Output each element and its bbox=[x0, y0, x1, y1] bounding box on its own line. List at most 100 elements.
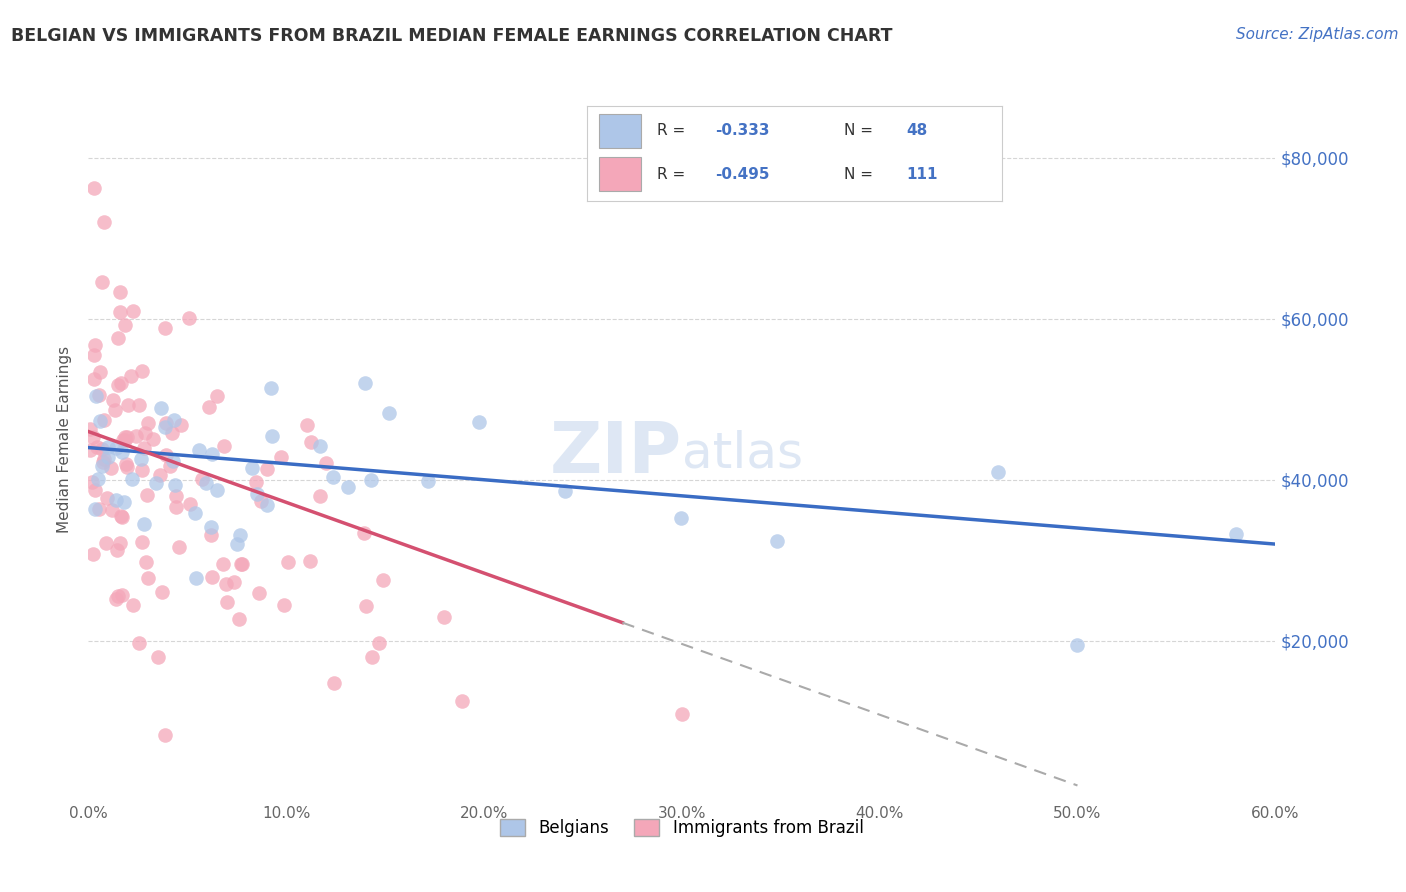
Point bbox=[987, 465, 1010, 479]
Point bbox=[299, 435, 322, 450]
Point bbox=[122, 599, 145, 613]
Point bbox=[149, 401, 172, 415]
Point bbox=[468, 415, 491, 429]
Point bbox=[110, 509, 132, 524]
Point bbox=[129, 452, 152, 467]
Text: BELGIAN VS IMMIGRANTS FROM BRAZIL MEDIAN FEMALE EARNINGS CORRELATION CHART: BELGIAN VS IMMIGRANTS FROM BRAZIL MEDIAN… bbox=[11, 27, 893, 45]
Point bbox=[89, 413, 111, 427]
Point bbox=[416, 474, 439, 488]
Point bbox=[117, 397, 139, 411]
Point bbox=[368, 636, 391, 650]
Point bbox=[308, 439, 330, 453]
Point bbox=[79, 442, 101, 457]
Point bbox=[91, 459, 114, 474]
Legend: Belgians, Immigrants from Brazil: Belgians, Immigrants from Brazil bbox=[494, 813, 870, 844]
Point bbox=[136, 571, 159, 585]
Point bbox=[155, 320, 177, 334]
Point bbox=[110, 305, 132, 319]
Point bbox=[194, 476, 217, 491]
Point bbox=[121, 472, 143, 486]
Point bbox=[1066, 638, 1088, 652]
Point bbox=[110, 376, 132, 390]
Point bbox=[83, 180, 105, 194]
Point bbox=[79, 422, 101, 436]
Point bbox=[91, 455, 114, 469]
Point bbox=[183, 507, 205, 521]
Point bbox=[162, 426, 184, 441]
Point bbox=[298, 554, 321, 568]
Point bbox=[83, 372, 105, 386]
Point bbox=[104, 402, 127, 417]
Point bbox=[353, 525, 375, 540]
Point bbox=[159, 459, 181, 474]
Point bbox=[155, 448, 177, 462]
Point bbox=[1225, 526, 1247, 541]
Point bbox=[215, 595, 238, 609]
Text: atlas: atlas bbox=[682, 430, 803, 478]
Point bbox=[83, 483, 105, 497]
Point bbox=[90, 442, 112, 457]
Point bbox=[91, 276, 114, 290]
Point bbox=[153, 420, 176, 434]
Point bbox=[132, 441, 155, 455]
Point bbox=[354, 599, 377, 613]
Point bbox=[101, 393, 124, 408]
Point bbox=[112, 495, 135, 509]
Point bbox=[309, 490, 332, 504]
Point bbox=[115, 459, 138, 474]
Text: ZIP: ZIP bbox=[550, 419, 682, 489]
Point bbox=[82, 547, 104, 561]
Point bbox=[191, 472, 214, 486]
Point bbox=[136, 416, 159, 430]
Point bbox=[84, 338, 107, 352]
Point bbox=[93, 452, 115, 467]
Point bbox=[101, 503, 124, 517]
Point bbox=[323, 676, 346, 690]
Point bbox=[260, 428, 283, 442]
Point bbox=[256, 499, 278, 513]
Point bbox=[228, 612, 250, 626]
Point bbox=[87, 388, 110, 402]
Point bbox=[260, 381, 283, 395]
Point bbox=[114, 318, 136, 332]
Point bbox=[225, 537, 247, 551]
Point bbox=[84, 389, 107, 403]
Point bbox=[89, 501, 111, 516]
Point bbox=[371, 573, 394, 587]
Point bbox=[179, 497, 201, 511]
Point bbox=[96, 440, 118, 454]
Point bbox=[146, 650, 169, 665]
Point bbox=[93, 215, 115, 229]
Point bbox=[165, 489, 187, 503]
Point bbox=[163, 477, 186, 491]
Point bbox=[198, 400, 221, 414]
Point bbox=[145, 475, 167, 490]
Point bbox=[231, 557, 253, 571]
Point bbox=[80, 475, 103, 489]
Point bbox=[256, 461, 278, 475]
Point bbox=[212, 557, 235, 571]
Point bbox=[187, 442, 209, 457]
Point bbox=[554, 483, 576, 498]
Point bbox=[250, 494, 273, 508]
Point bbox=[93, 413, 115, 427]
Point bbox=[115, 457, 138, 471]
Point bbox=[163, 413, 186, 427]
Point bbox=[270, 450, 292, 465]
Text: Source: ZipAtlas.com: Source: ZipAtlas.com bbox=[1236, 27, 1399, 42]
Point bbox=[111, 588, 134, 602]
Point bbox=[247, 586, 270, 600]
Point bbox=[114, 433, 136, 447]
Point bbox=[97, 450, 120, 464]
Point bbox=[155, 417, 177, 431]
Point bbox=[125, 428, 148, 442]
Point bbox=[111, 509, 134, 524]
Point bbox=[246, 487, 269, 501]
Point bbox=[105, 591, 128, 606]
Point bbox=[162, 453, 184, 467]
Point bbox=[96, 535, 118, 549]
Point bbox=[108, 535, 131, 549]
Point bbox=[201, 447, 224, 461]
Point bbox=[107, 589, 129, 603]
Point bbox=[354, 376, 377, 391]
